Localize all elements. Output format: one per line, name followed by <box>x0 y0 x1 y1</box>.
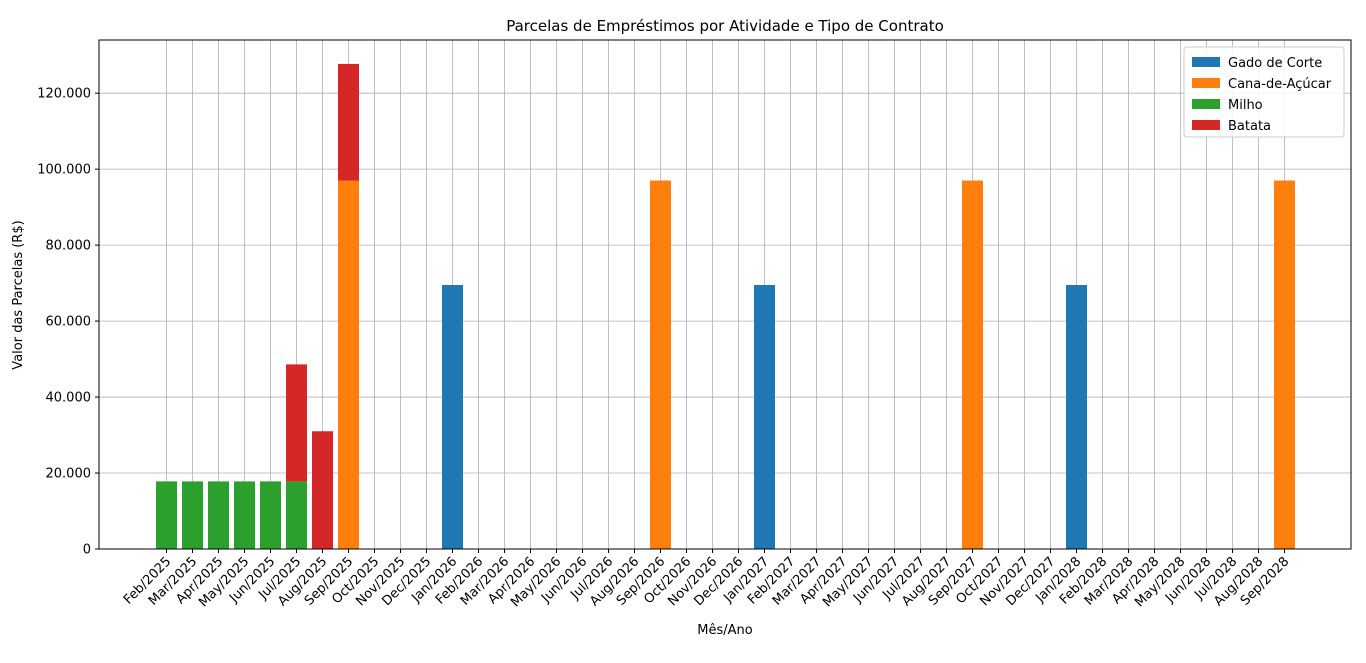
bar-cana-de-a-car <box>338 180 359 549</box>
legend-swatch <box>1192 120 1220 130</box>
bar-batata <box>286 364 307 482</box>
bar-milho <box>260 481 281 549</box>
legend-label: Gado de Corte <box>1228 56 1322 71</box>
chart-title: Parcelas de Empréstimos por Atividade e … <box>506 17 944 35</box>
legend-swatch <box>1192 57 1220 67</box>
y-tick-label: 20.000 <box>46 467 92 482</box>
bar-gado-de-corte <box>442 285 463 549</box>
y-tick-label: 60.000 <box>46 315 92 330</box>
legend-label: Milho <box>1228 98 1263 113</box>
y-tick-label: 0 <box>83 543 91 558</box>
legend-label: Cana-de-Açúcar <box>1228 77 1332 92</box>
y-tick-label: 120.000 <box>37 87 91 102</box>
legend-box <box>1183 46 1345 138</box>
legend: Gado de Corte Cana-de-Açúcar Milho Batata <box>1183 46 1345 138</box>
plot-frame <box>98 39 1352 550</box>
bar-milho <box>286 481 307 549</box>
bar-gado-de-corte <box>1066 285 1087 549</box>
y-axis: 0 20.000 40.000 60.000 80.000 100.000 120.000 <box>37 87 99 558</box>
x-axis: Feb/2025Mar/2025Apr/2025May/2025Jun/2025… <box>121 549 1292 610</box>
y-tick-label: 80.000 <box>46 239 92 254</box>
bar-cana-de-a-car <box>1274 180 1295 549</box>
legend-label: Batata <box>1228 119 1271 134</box>
bar-milho <box>208 481 229 549</box>
bars <box>156 63 1295 549</box>
legend-swatch <box>1192 78 1220 88</box>
y-tick-label: 100.000 <box>37 163 91 178</box>
y-axis-title: Valor das Parcelas (R$) <box>11 220 26 369</box>
bar-milho <box>234 481 255 549</box>
bar-gado-de-corte <box>754 285 775 549</box>
bar-batata <box>338 63 359 181</box>
bar-milho <box>182 481 203 549</box>
bar-batata <box>312 431 333 549</box>
legend-swatch <box>1192 99 1220 109</box>
x-axis-title: Mês/Ano <box>697 623 752 638</box>
y-tick-label: 40.000 <box>46 391 92 406</box>
bar-cana-de-a-car <box>962 180 983 549</box>
bar-milho <box>156 481 177 549</box>
bar-cana-de-a-car <box>650 180 671 549</box>
